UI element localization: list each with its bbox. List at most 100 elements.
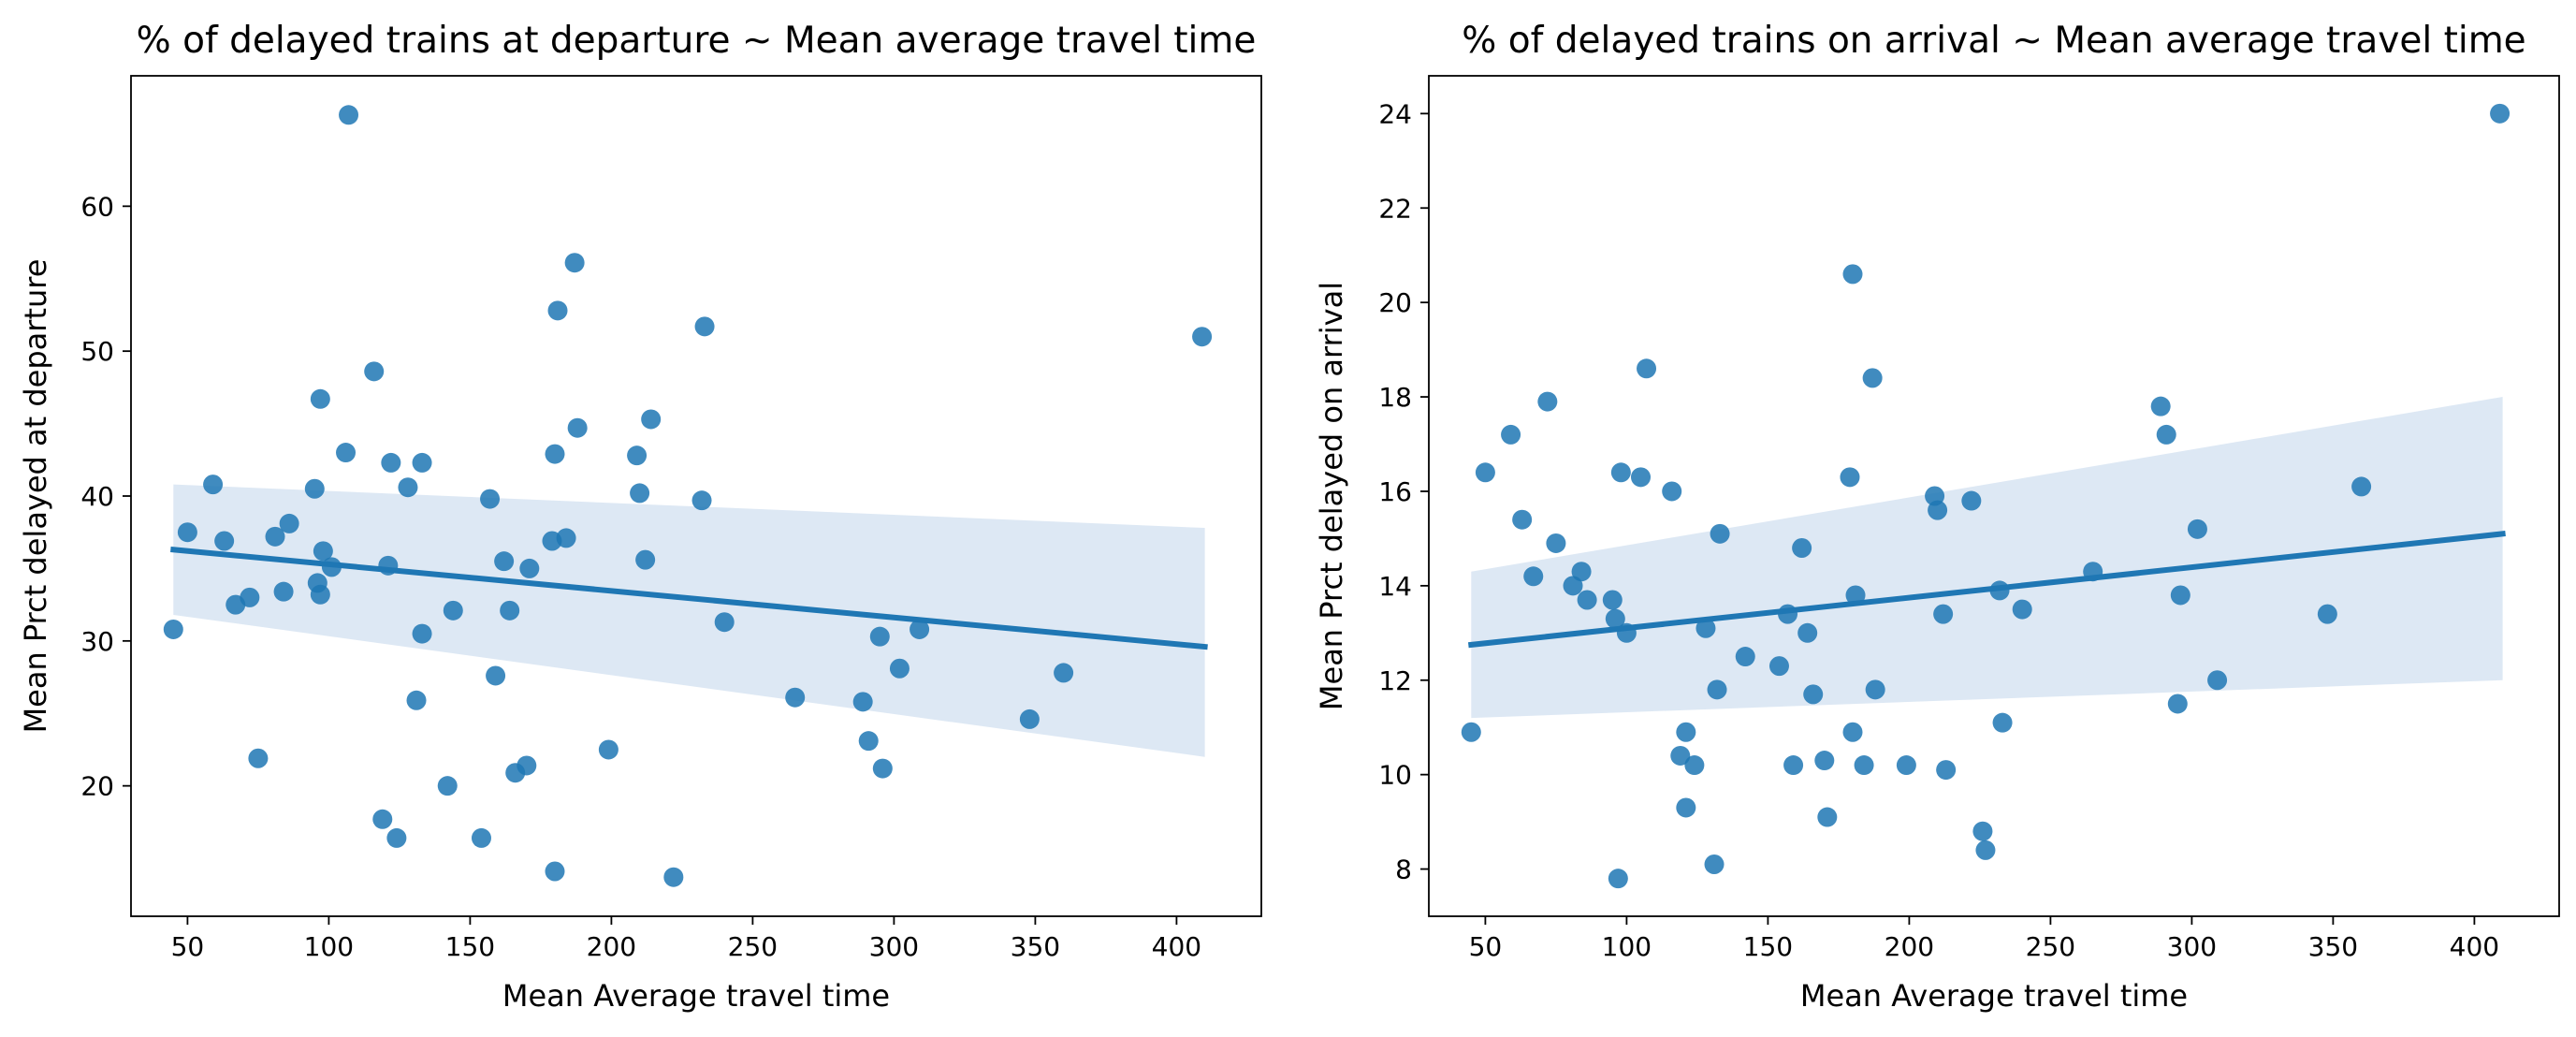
data-point — [1696, 618, 1716, 638]
confidence-band-layer — [1471, 397, 2503, 719]
x-tick-label: 150 — [1743, 931, 1793, 962]
data-point — [1610, 462, 1631, 483]
data-point — [519, 558, 540, 578]
x-tick-label: 150 — [445, 931, 495, 962]
data-point — [310, 388, 330, 409]
y-tick-label: 22 — [1378, 193, 1412, 224]
data-point — [437, 776, 458, 796]
data-point — [1814, 751, 1835, 771]
regression-layer — [1467, 531, 2506, 649]
data-point — [2187, 518, 2207, 539]
data-point — [336, 443, 357, 463]
data-point — [310, 584, 330, 605]
data-point — [1928, 500, 1948, 520]
data-point — [694, 316, 715, 337]
y-axis-label: Mean Prct delayed at departure — [18, 259, 53, 734]
data-point — [1865, 679, 1885, 700]
data-point — [1662, 481, 1682, 502]
data-point — [1768, 656, 1789, 677]
data-point — [547, 300, 568, 321]
data-point — [1676, 722, 1696, 742]
x-tick-label: 300 — [2167, 931, 2217, 962]
data-point — [1735, 647, 1755, 667]
data-point — [500, 600, 520, 621]
y-axis-label: Mean Prct delayed on arrival — [1314, 282, 1349, 710]
axes-frame — [1428, 75, 2560, 917]
y-tick-label: 20 — [80, 771, 114, 802]
data-point — [635, 549, 656, 570]
axes-layer — [1428, 75, 2560, 917]
ticks-layer: 50 100 150 200 250 300 350 400 8 10 12 14 16 18 20 22 24 — [1378, 98, 2499, 962]
data-point — [1054, 663, 1074, 683]
data-point — [1842, 722, 1863, 742]
data-point — [2351, 476, 2372, 497]
data-point — [1862, 368, 1883, 388]
data-point — [1684, 755, 1705, 776]
data-point — [545, 861, 565, 882]
data-point — [1972, 821, 1993, 841]
data-point — [364, 361, 385, 382]
data-point — [1803, 684, 1824, 705]
y-tick-label: 24 — [1378, 98, 1412, 129]
data-point — [2317, 604, 2337, 624]
data-point — [1537, 391, 1558, 412]
data-point — [1475, 462, 1495, 483]
data-point — [910, 619, 930, 639]
x-tick-label: 350 — [2308, 931, 2358, 962]
data-point — [279, 513, 299, 533]
y-tick-label: 30 — [80, 626, 114, 657]
data-point — [1670, 745, 1691, 766]
ticks-layer: 50 100 150 200 250 300 350 400 20 30 40 50 60 — [80, 191, 1201, 962]
chart-departure: 50 100 150 200 250 300 350 400 20 30 40 50 60 % of d… — [18, 20, 1262, 1014]
data-point — [163, 619, 183, 639]
confidence-band-layer — [173, 484, 1205, 757]
data-point — [691, 490, 712, 511]
y-tick-label: 10 — [1378, 760, 1412, 791]
data-point — [1992, 712, 2013, 733]
data-point — [1577, 590, 1597, 610]
data-point — [471, 827, 491, 848]
data-point — [1523, 566, 1544, 587]
data-point — [248, 748, 269, 768]
data-point — [1975, 840, 1996, 860]
x-tick-label: 200 — [1885, 931, 1934, 962]
data-point — [1501, 424, 1521, 445]
data-point — [1840, 467, 1860, 488]
y-tick-label: 20 — [1378, 287, 1412, 318]
x-tick-label: 250 — [728, 931, 778, 962]
data-point — [641, 409, 662, 430]
chart-title: % of delayed trains at departure ~ Mean … — [137, 20, 1257, 62]
data-point — [372, 809, 393, 829]
scatter-points-layer — [163, 105, 1213, 887]
data-point — [714, 612, 735, 633]
x-tick-label: 50 — [171, 931, 205, 962]
data-point — [273, 581, 294, 602]
x-tick-label: 100 — [304, 931, 354, 962]
y-tick-label: 14 — [1378, 571, 1412, 602]
x-tick-label: 250 — [2026, 931, 2075, 962]
data-point — [1896, 755, 1916, 776]
data-point — [1707, 679, 1727, 700]
data-point — [564, 253, 585, 273]
data-point — [567, 417, 588, 438]
data-point — [517, 755, 537, 776]
data-point — [1797, 622, 1818, 643]
x-axis-label: Mean Average travel time — [1800, 978, 2188, 1014]
x-tick-label: 400 — [2450, 931, 2499, 962]
y-tick-label: 60 — [80, 191, 114, 222]
y-tick-label: 50 — [80, 336, 114, 367]
confidence-band — [173, 484, 1205, 757]
data-point — [304, 478, 325, 499]
data-point — [1676, 797, 1696, 818]
data-point — [1019, 708, 1040, 729]
data-point — [1461, 722, 1481, 742]
data-point — [630, 483, 650, 504]
scatter-points-layer — [1461, 103, 2511, 889]
data-point — [785, 687, 806, 708]
x-tick-label: 50 — [1469, 931, 1503, 962]
x-tick-label: 300 — [869, 931, 919, 962]
data-point — [386, 827, 407, 848]
regression-layer — [170, 547, 1208, 650]
data-point — [2012, 599, 2032, 620]
